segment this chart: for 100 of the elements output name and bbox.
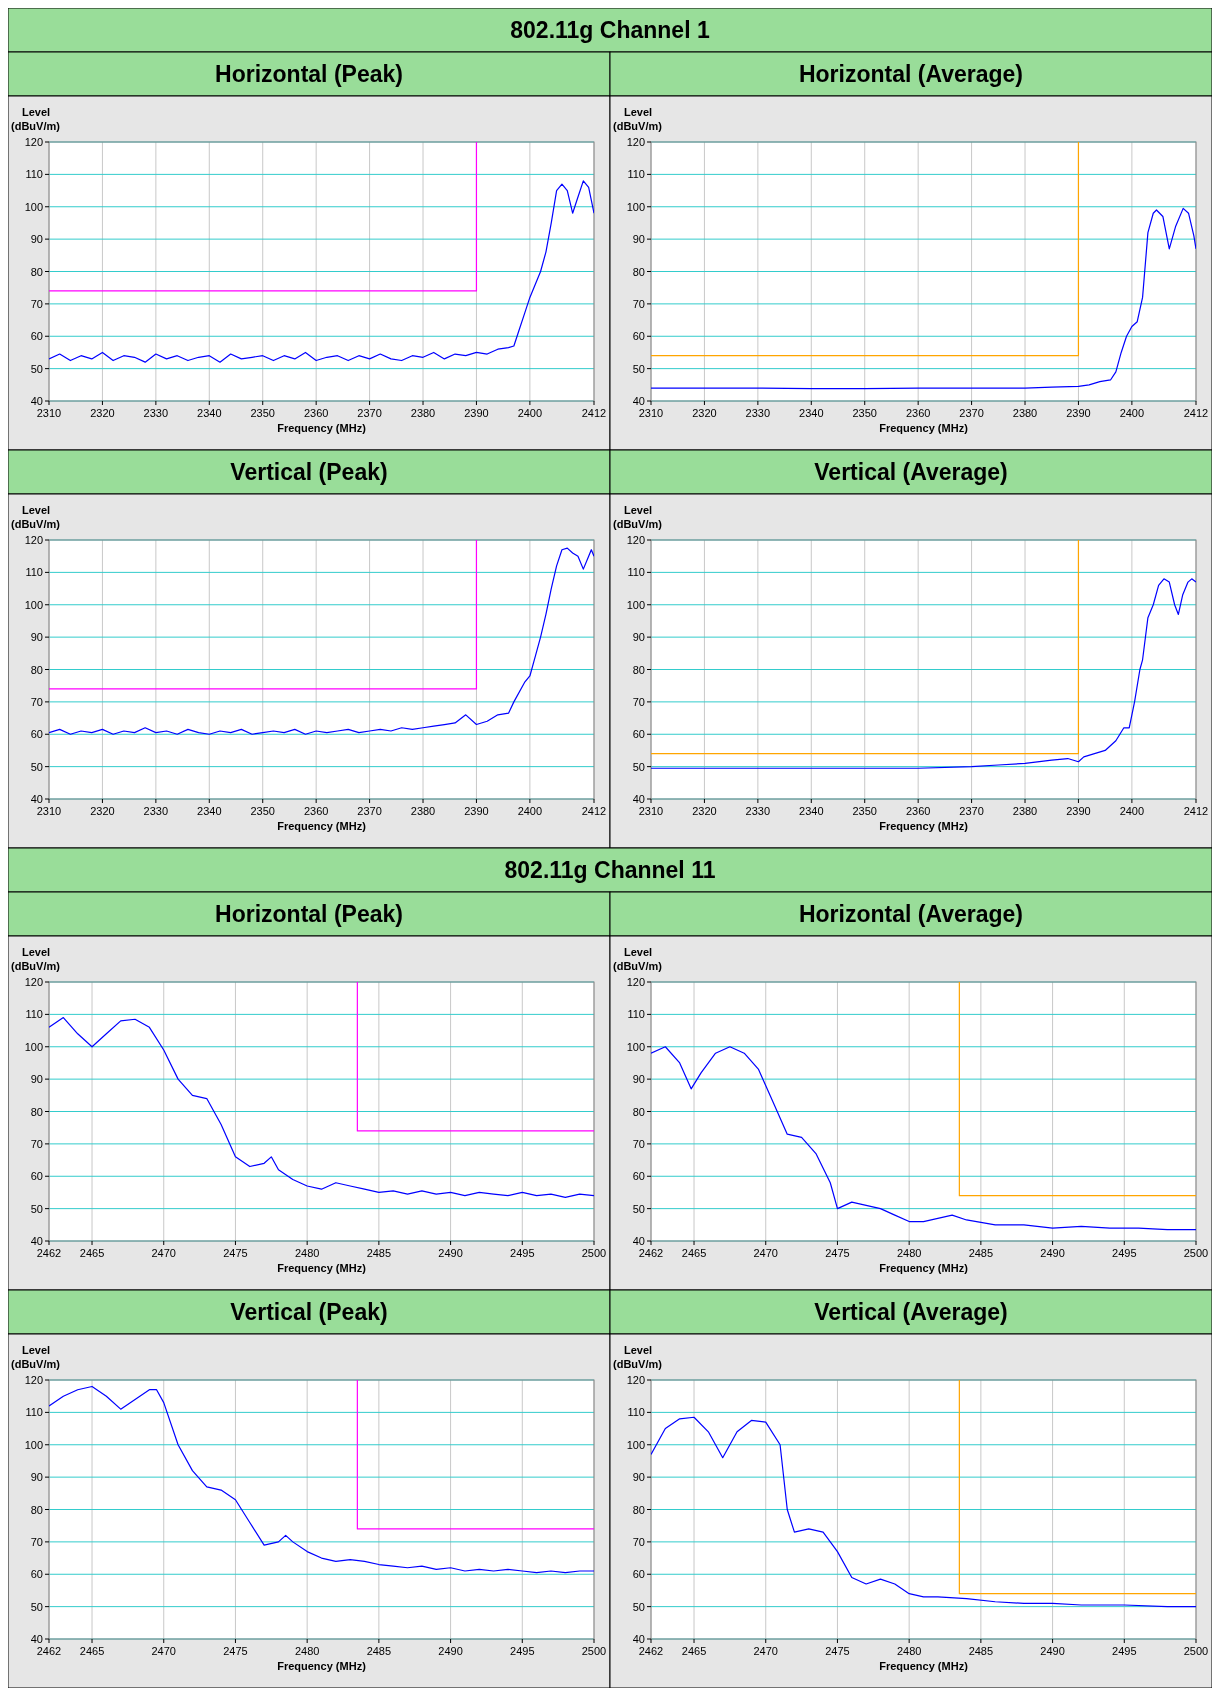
x-tick-label: 2350 bbox=[852, 407, 877, 419]
x-tick-label: 2390 bbox=[464, 407, 489, 419]
x-tick-label: 2462 bbox=[638, 1645, 664, 1657]
y-tick-label: 110 bbox=[627, 566, 645, 579]
x-tick-label: 2500 bbox=[581, 1247, 607, 1259]
x-tick-label: 2340 bbox=[197, 805, 222, 817]
x-axis-title: Frequency (MHz) bbox=[277, 820, 367, 832]
y-tick-label: 100 bbox=[626, 1438, 645, 1451]
x-tick-label: 2400 bbox=[517, 805, 543, 817]
x-tick-label: 2360 bbox=[303, 407, 329, 419]
y-tick-label: 50 bbox=[30, 362, 43, 375]
y-tick-label: 50 bbox=[30, 760, 43, 773]
y-tick-label: 120 bbox=[626, 136, 645, 148]
y-tick-label: 40 bbox=[30, 1235, 43, 1247]
x-tick-label: 2330 bbox=[143, 407, 169, 419]
x-tick-label: 2495 bbox=[510, 1247, 535, 1259]
x-tick-label: 2490 bbox=[438, 1645, 463, 1657]
y-tick-label: 90 bbox=[632, 233, 645, 246]
x-tick-label: 2490 bbox=[1040, 1645, 1065, 1657]
x-tick-label: 2475 bbox=[825, 1247, 850, 1259]
y-tick-label: 90 bbox=[30, 1471, 43, 1484]
x-tick-label: 2370 bbox=[959, 805, 984, 817]
x-tick-label: 2465 bbox=[79, 1645, 105, 1657]
x-tick-label: 2310 bbox=[36, 407, 62, 419]
y-tick-label: 90 bbox=[30, 631, 43, 644]
y-tick-label: 80 bbox=[30, 1105, 43, 1118]
y-tick-label: 110 bbox=[627, 1406, 645, 1419]
y-tick-label: 50 bbox=[632, 1600, 645, 1613]
text: 802.11g Channel 1 bbox=[510, 17, 710, 43]
x-axis-title: Frequency (MHz) bbox=[277, 1660, 367, 1672]
x-tick-label: 2320 bbox=[90, 407, 115, 419]
x-tick-label: 2495 bbox=[1112, 1247, 1137, 1259]
x-tick-label: 2462 bbox=[36, 1645, 62, 1657]
x-tick-label: 2485 bbox=[968, 1247, 994, 1259]
x-tick-label: 2412 bbox=[581, 407, 607, 419]
line-series bbox=[651, 207, 1196, 390]
chart-title: Vertical (Peak) bbox=[230, 459, 388, 485]
x-tick-label: 2370 bbox=[959, 407, 984, 419]
y-tick-label: 120 bbox=[24, 1374, 43, 1386]
y-tick-label: 40 bbox=[632, 395, 645, 407]
y-tick-label: 70 bbox=[30, 695, 43, 708]
y-tick-label: 70 bbox=[632, 297, 645, 310]
x-tick-label: 2330 bbox=[745, 805, 771, 817]
x-tick-label: 2360 bbox=[303, 805, 329, 817]
text: 802.11g Channel 11 bbox=[504, 857, 716, 883]
y-tick-label: 60 bbox=[632, 330, 645, 343]
y-tick-label: 40 bbox=[30, 793, 43, 805]
y-tick-label: 80 bbox=[30, 265, 43, 278]
y-axis-title: Level (dBuV/m) bbox=[613, 504, 663, 530]
chart-title: Horizontal (Peak) bbox=[215, 901, 403, 927]
x-axis-title: Frequency (MHz) bbox=[879, 422, 969, 434]
y-tick-label: 60 bbox=[632, 1568, 645, 1581]
y-tick-label: 70 bbox=[30, 1137, 43, 1150]
x-tick-label: 2380 bbox=[1012, 805, 1038, 817]
x-tick-label: 2495 bbox=[1112, 1645, 1137, 1657]
line-series bbox=[49, 1385, 594, 1574]
x-tick-label: 2480 bbox=[294, 1645, 320, 1657]
x-tick-label: 2500 bbox=[1183, 1645, 1209, 1657]
x-tick-label: 2340 bbox=[799, 407, 824, 419]
x-tick-label: 2495 bbox=[510, 1645, 535, 1657]
line-series bbox=[651, 578, 1196, 769]
x-tick-label: 2400 bbox=[517, 407, 543, 419]
y-tick-label: 100 bbox=[626, 1040, 645, 1053]
y-tick-label: 40 bbox=[30, 1633, 43, 1645]
x-tick-label: 2465 bbox=[681, 1247, 707, 1259]
y-tick-label: 40 bbox=[30, 395, 43, 407]
x-tick-label: 2485 bbox=[366, 1645, 392, 1657]
x-tick-label: 2370 bbox=[357, 407, 382, 419]
y-tick-label: 120 bbox=[626, 976, 645, 988]
y-tick-label: 110 bbox=[627, 1008, 645, 1021]
y-tick-label: 40 bbox=[632, 793, 645, 805]
line-series bbox=[651, 1416, 1196, 1608]
x-tick-label: 2470 bbox=[753, 1247, 778, 1259]
y-axis-title: Level (dBuV/m) bbox=[11, 504, 61, 530]
y-tick-label: 80 bbox=[632, 265, 645, 278]
y-tick-label: 60 bbox=[30, 1170, 43, 1183]
x-tick-label: 2480 bbox=[896, 1247, 922, 1259]
y-tick-label: 90 bbox=[30, 1073, 43, 1086]
x-tick-label: 2390 bbox=[464, 805, 489, 817]
y-tick-label: 120 bbox=[24, 534, 43, 546]
x-tick-label: 2490 bbox=[438, 1247, 463, 1259]
y-tick-label: 50 bbox=[30, 1600, 43, 1613]
y-tick-label: 100 bbox=[24, 200, 43, 213]
y-tick-label: 100 bbox=[626, 598, 645, 611]
y-tick-label: 120 bbox=[24, 136, 43, 148]
y-tick-label: 110 bbox=[25, 168, 43, 181]
x-tick-label: 2470 bbox=[151, 1247, 176, 1259]
x-tick-label: 2390 bbox=[1066, 805, 1091, 817]
x-tick-label: 2360 bbox=[905, 805, 931, 817]
y-tick-label: 70 bbox=[632, 695, 645, 708]
y-axis-title: Level (dBuV/m) bbox=[11, 946, 61, 972]
y-tick-label: 60 bbox=[30, 330, 43, 343]
x-tick-label: 2330 bbox=[745, 407, 771, 419]
y-axis-title: Level (dBuV/m) bbox=[613, 946, 663, 972]
chart-title: Vertical (Average) bbox=[814, 1299, 1008, 1325]
y-tick-label: 60 bbox=[632, 728, 645, 741]
x-tick-label: 2480 bbox=[294, 1247, 320, 1259]
x-tick-label: 2380 bbox=[410, 805, 436, 817]
y-tick-label: 110 bbox=[25, 566, 43, 579]
x-tick-label: 2470 bbox=[151, 1645, 176, 1657]
